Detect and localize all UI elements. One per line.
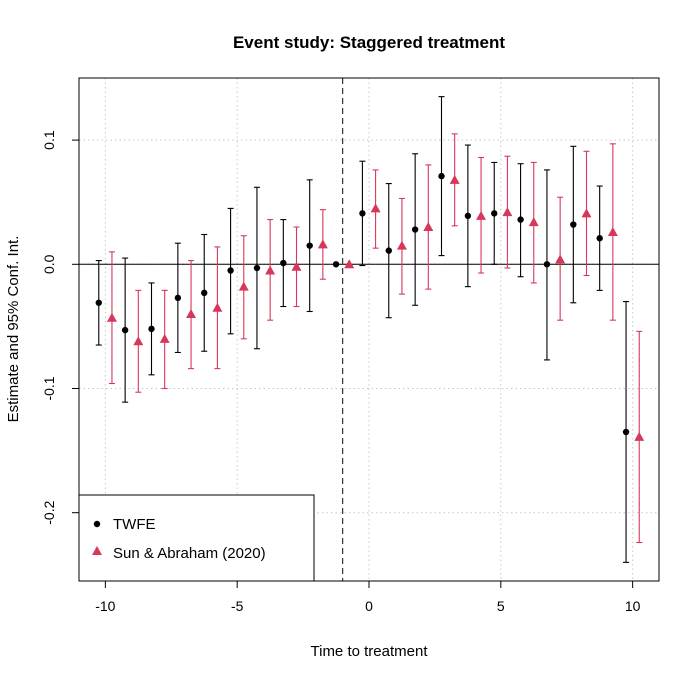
point-marker <box>95 299 102 306</box>
point-marker <box>596 235 603 242</box>
point-marker <box>291 261 302 271</box>
x-axis: -10 -5 0 5 10 <box>95 580 641 614</box>
point-marker <box>502 207 513 217</box>
point-marker <box>491 210 498 217</box>
point-marker <box>517 216 524 223</box>
point-marker <box>201 289 208 297</box>
y-tick-label: 0.1 <box>41 130 57 150</box>
point-marker <box>359 210 366 217</box>
point-marker <box>174 294 182 302</box>
point-marker <box>265 265 276 275</box>
point-marker <box>634 431 645 441</box>
series-twfe <box>95 96 630 563</box>
point-marker <box>212 302 223 312</box>
point-marker <box>317 239 328 249</box>
x-tick-label: -5 <box>231 598 244 614</box>
x-tick-label: 10 <box>625 598 641 614</box>
x-axis-label: Time to treatment <box>311 643 429 660</box>
legend-sunab-label: Sun & Abraham (2020) <box>113 545 266 562</box>
point-marker <box>438 172 445 180</box>
point-marker <box>159 333 170 343</box>
point-marker <box>121 326 129 334</box>
legend-sunab-marker <box>92 546 102 555</box>
point-marker <box>280 259 287 267</box>
point-marker <box>570 221 577 228</box>
point-marker <box>476 210 487 220</box>
point-marker <box>186 308 197 318</box>
point-marker <box>581 208 592 218</box>
chart-title: Event study: Staggered treatment <box>233 33 505 52</box>
point-marker <box>106 312 117 322</box>
point-marker <box>528 217 539 227</box>
y-axis: -0.2 -0.1 0.0 0.1 <box>41 130 80 525</box>
series-sun-abraham <box>106 133 645 544</box>
point-marker <box>332 261 340 268</box>
point-marker <box>253 264 261 272</box>
point-marker <box>238 281 249 291</box>
point-marker <box>449 174 460 184</box>
point-marker <box>370 203 381 213</box>
y-axis-label: Estimate and 95% Conf. Int. <box>5 236 22 423</box>
reference-lines <box>79 78 659 581</box>
point-marker <box>133 336 144 346</box>
point-marker <box>464 212 472 220</box>
legend-twfe-label: TWFE <box>113 516 156 533</box>
point-marker <box>555 254 566 264</box>
point-marker <box>306 242 313 249</box>
point-marker <box>423 222 434 232</box>
point-marker <box>396 240 407 250</box>
point-marker <box>543 261 551 268</box>
y-tick-label: -0.1 <box>41 376 57 400</box>
legend-twfe-marker <box>93 520 101 528</box>
point-marker <box>385 247 392 254</box>
data-series <box>95 96 645 563</box>
point-marker <box>227 267 234 274</box>
x-tick-label: 0 <box>365 598 373 614</box>
x-tick-label: -10 <box>95 598 115 614</box>
legend-box <box>78 494 315 582</box>
point-marker <box>607 227 618 237</box>
y-tick-label: 0.0 <box>41 254 57 274</box>
point-marker <box>622 428 630 436</box>
point-marker <box>148 325 155 333</box>
x-tick-label: 5 <box>497 598 505 614</box>
y-tick-label: -0.2 <box>41 500 57 524</box>
legend: TWFE Sun & Abraham (2020) <box>78 494 315 582</box>
point-marker <box>411 226 419 233</box>
point-marker <box>344 259 355 269</box>
